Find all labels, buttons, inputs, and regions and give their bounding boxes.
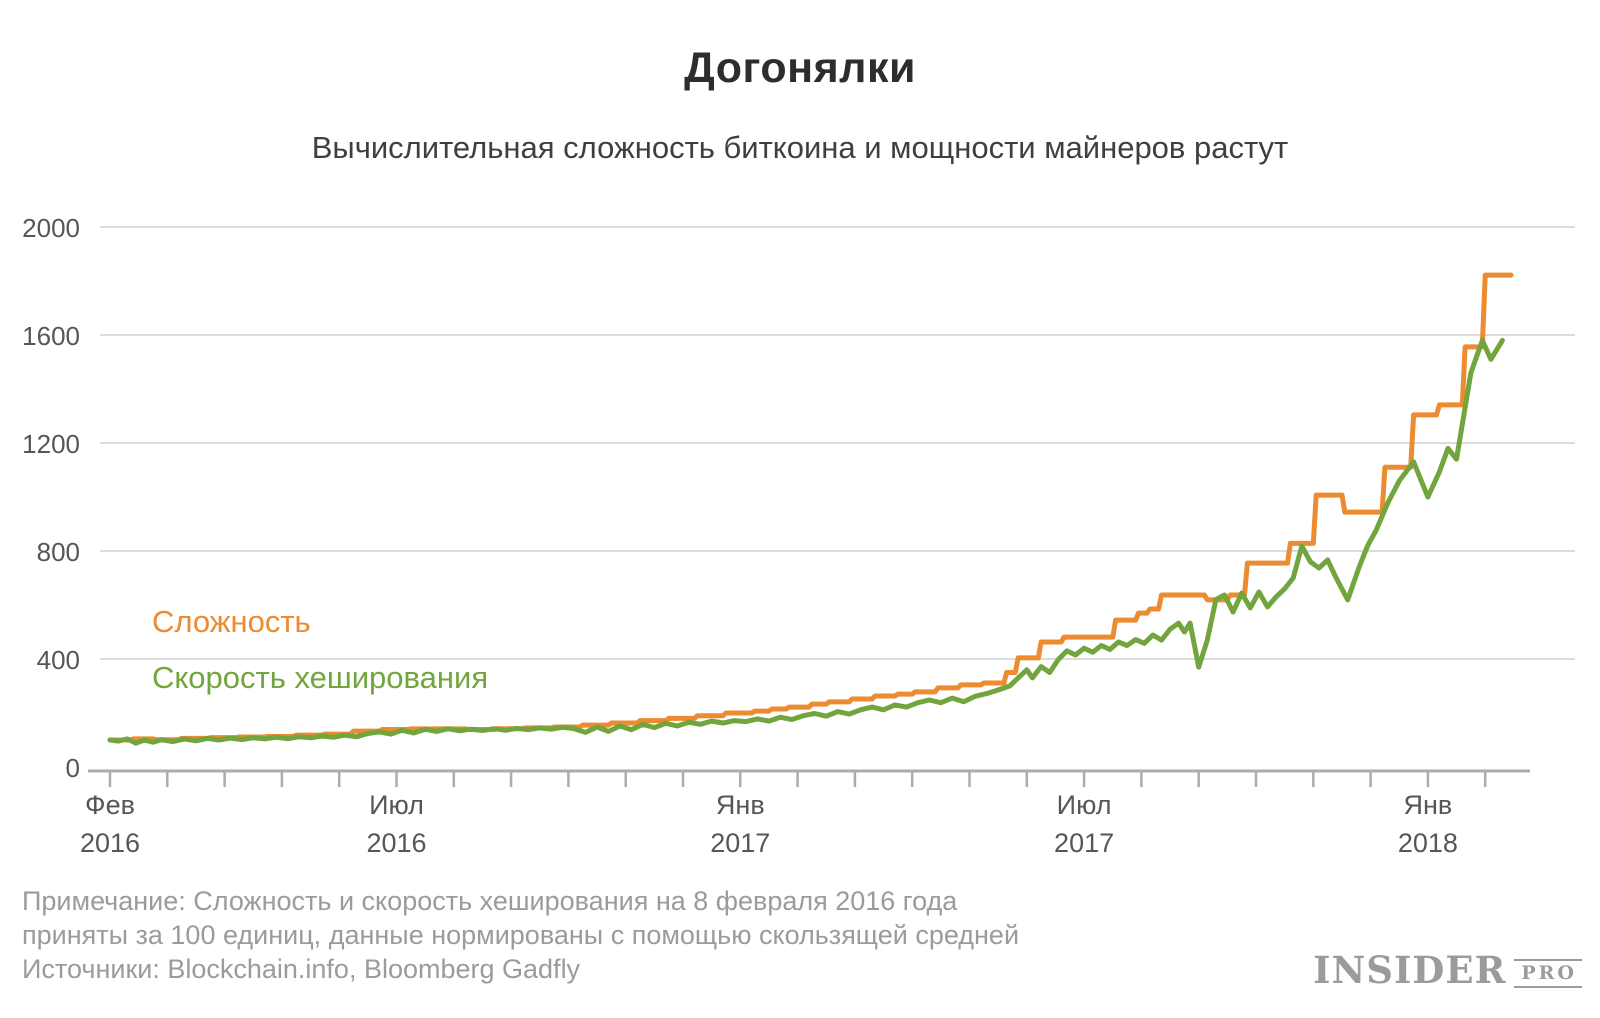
- y-tick-label-1600: 1600: [22, 321, 80, 351]
- logo-insider-text: INSIDER: [1313, 948, 1507, 992]
- x-tick-label-Июл-2017: Июл 2017: [1054, 790, 1115, 858]
- chart-subtitle: Вычислительная сложность биткоина и мощн…: [311, 130, 1289, 165]
- y-tick-label-1200: 1200: [22, 429, 80, 459]
- footnote-line-2: приняты за 100 единиц, данные нормирован…: [22, 920, 1020, 950]
- logo-pro-badge: PRO: [1514, 959, 1582, 988]
- footnote-line-1: Примечание: Сложность и скорость хеширов…: [22, 886, 958, 916]
- y-tick-label-0: 0: [65, 753, 80, 783]
- x-tick-label-Июл-2016: Июл 2016: [366, 790, 427, 858]
- hashrate-line: [107, 337, 1505, 746]
- footnote-line-3: Источники: Blockchain.info, Bloomberg Ga…: [22, 954, 581, 984]
- legend-label-difficulty: Сложность: [152, 604, 311, 639]
- x-tick-label-Янв-2018: Янв 2018: [1397, 790, 1458, 858]
- insider-pro-logo: INSIDER PRO: [1313, 952, 1582, 989]
- difficulty-line: [107, 272, 1514, 743]
- x-tick-label-Янв-2017: Янв 2017: [710, 790, 771, 858]
- x-tick-label-Фев-2016: Фев 2016: [79, 790, 141, 858]
- y-tick-label-2000: 2000: [22, 213, 80, 243]
- y-tick-label-400: 400: [36, 645, 80, 675]
- footnote: Примечание: Сложность и скорость хеширов…: [22, 884, 1222, 986]
- y-tick-label-800: 800: [36, 537, 80, 567]
- chart-title: Догонялки: [684, 44, 916, 92]
- legend-label-hashrate: Скорость хеширования: [152, 660, 489, 695]
